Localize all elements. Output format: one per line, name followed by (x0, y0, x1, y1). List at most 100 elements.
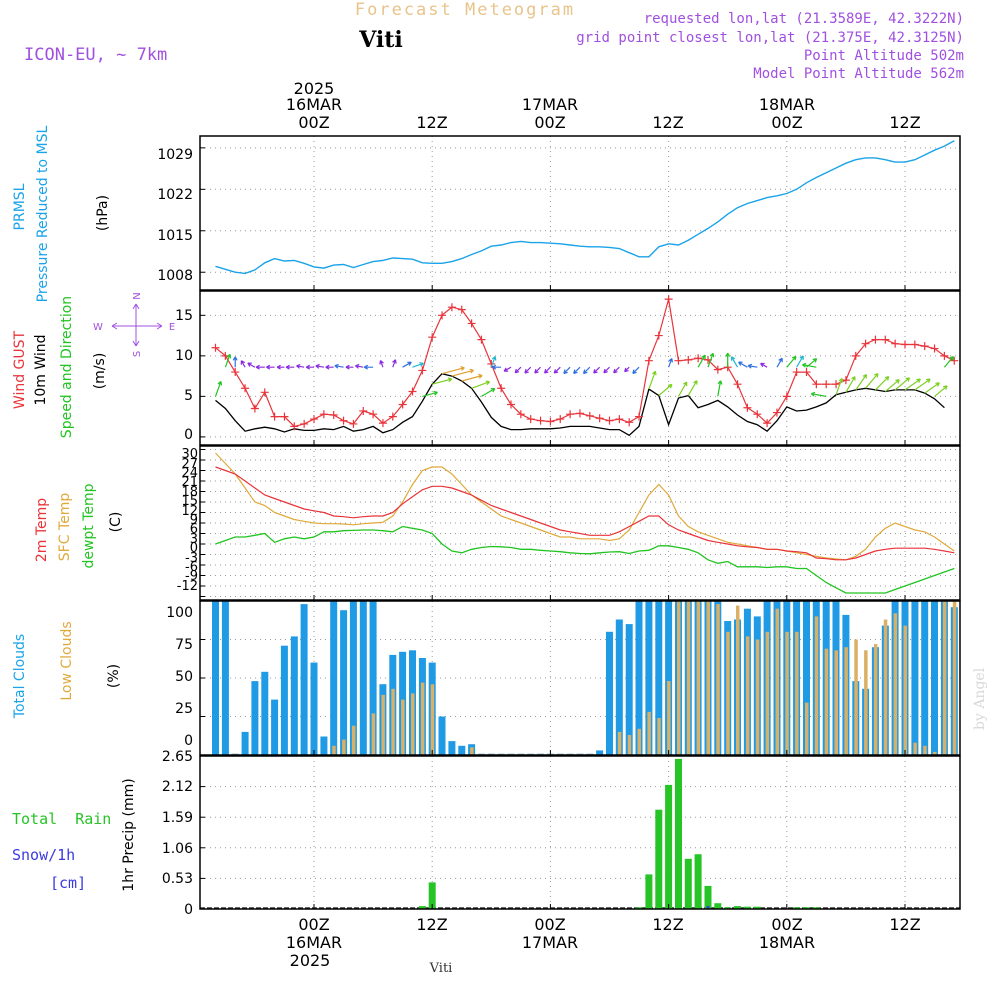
model-label: ICON-EU, ~ 7km (24, 45, 167, 65)
wind-direction-arrow (582, 366, 591, 375)
wind-ytick: 0 (184, 427, 193, 443)
low-cloud-bar (755, 639, 760, 755)
requested-point: requested lon,lat (21.3589E, 42.3222N) (644, 11, 964, 27)
location-title: Viti (358, 27, 403, 53)
wind-direction-arrow (402, 361, 412, 368)
wind-direction-arrow (441, 366, 465, 375)
gust-point-marker (930, 344, 939, 353)
wind-direction-arrow (865, 373, 879, 389)
gust-point-marker (536, 416, 545, 425)
top-date-16mar: 16MAR (286, 95, 342, 114)
gust-point-marker (290, 422, 299, 431)
clouds-unit: (%) (106, 664, 122, 688)
rain-bar (675, 758, 682, 909)
top-tick-00z-16: 00Z (298, 113, 329, 132)
panel-frames (199, 135, 961, 910)
wind-direction-arrow (490, 356, 497, 368)
low-cloud-bar (785, 631, 789, 755)
gust-point-marker (546, 417, 555, 426)
rain-bar (803, 907, 810, 909)
gust-point-marker (241, 384, 250, 393)
low-cloud-bar (627, 735, 632, 755)
precip-ytick: 1.06 (162, 841, 193, 857)
gust-point-marker (438, 311, 447, 320)
rain-bar (753, 906, 761, 909)
clouds-low-label: Low Clouds (59, 621, 75, 700)
total-cloud-bar (606, 631, 613, 755)
wind-direction-arrow (392, 359, 397, 368)
wind-direction-arrow (603, 366, 610, 374)
total-cloud-bar (359, 601, 367, 755)
gust-point-marker (851, 351, 860, 360)
wind-direction-arrow (305, 364, 314, 370)
gust-point-marker (871, 335, 880, 344)
wind-speed-line (215, 372, 945, 437)
low-cloud-bar (716, 604, 720, 755)
rain-bar (694, 854, 702, 909)
top-tick-12z-18: 12Z (889, 113, 920, 132)
gust-point-marker (694, 354, 703, 363)
gust-point-marker (418, 366, 427, 375)
gust-point-marker (812, 380, 821, 389)
total-cloud-bar (212, 601, 219, 755)
top-tick-12z-17: 12Z (652, 113, 683, 132)
rain-bar (418, 906, 426, 909)
wind-direction-arrow (315, 363, 325, 369)
wind-direction-arrow (461, 373, 483, 382)
gust-point-marker (802, 368, 811, 377)
wind-direction-arrow (255, 364, 265, 370)
low-cloud-bar (805, 702, 809, 755)
total-cloud-bar (665, 601, 673, 755)
rain-bar (684, 858, 692, 909)
low-cloud-bar (942, 601, 947, 755)
data-marks (200, 140, 960, 909)
wind-direction-arrow (432, 377, 453, 385)
gust-point-marker (211, 343, 220, 352)
top-tick-00z-17: 00Z (534, 113, 565, 132)
gust-point-marker (772, 408, 781, 417)
low-cloud-bar (775, 608, 779, 755)
temp-ytick: 15 (181, 494, 198, 509)
wind-direction-arrow (760, 362, 768, 368)
wind-direction-arrow (266, 364, 275, 370)
temp-ytick: 18 (181, 485, 198, 500)
rain-bar (645, 874, 653, 909)
gust-point-marker (310, 415, 318, 424)
temp-ytick: 24 (181, 466, 198, 481)
low-cloud-bar (617, 731, 622, 755)
wind-direction-arrow (593, 366, 601, 374)
total-cloud-bar (655, 601, 663, 755)
low-cloud-bar (814, 616, 819, 755)
gust-point-marker (841, 376, 850, 385)
wind-direction-arrow (658, 383, 673, 397)
low-cloud-bar (736, 605, 740, 755)
total-cloud-bar (349, 601, 357, 755)
dewpoint-line (215, 525, 955, 594)
wind-direction-arrow (904, 378, 921, 391)
gust-point-marker (260, 388, 269, 397)
wind-direction-arrow (796, 355, 804, 368)
panel-frame (199, 600, 961, 756)
total-cloud-bar (241, 731, 249, 755)
wind-direction-arrow (296, 364, 305, 369)
precip-ytick: 2.65 (162, 749, 193, 765)
gust-point-marker (339, 416, 348, 425)
panel-frame (199, 135, 961, 291)
wind-speed-label: Speed and Direction (59, 296, 75, 438)
low-cloud-bar (342, 739, 346, 755)
pressure-label-1: PRMSL (12, 183, 28, 230)
total-cloud-bar (803, 601, 810, 755)
low-cloud-bar (381, 694, 385, 755)
year-label-top: 2025 (294, 79, 335, 98)
gust-point-marker (329, 411, 338, 420)
gust-point-marker (349, 419, 358, 428)
gust-point-marker (891, 339, 900, 348)
top-date-17mar: 17MAR (522, 95, 578, 114)
gust-point-marker (950, 356, 959, 365)
gust-point-marker (231, 368, 240, 377)
precip-rain-label: Total Rain (12, 810, 111, 828)
low-cloud-bar (745, 636, 750, 755)
gust-point-marker (635, 412, 644, 421)
clouds-ytick: 75 (175, 637, 193, 653)
point-altitude: Point Altitude 502m (804, 48, 964, 64)
